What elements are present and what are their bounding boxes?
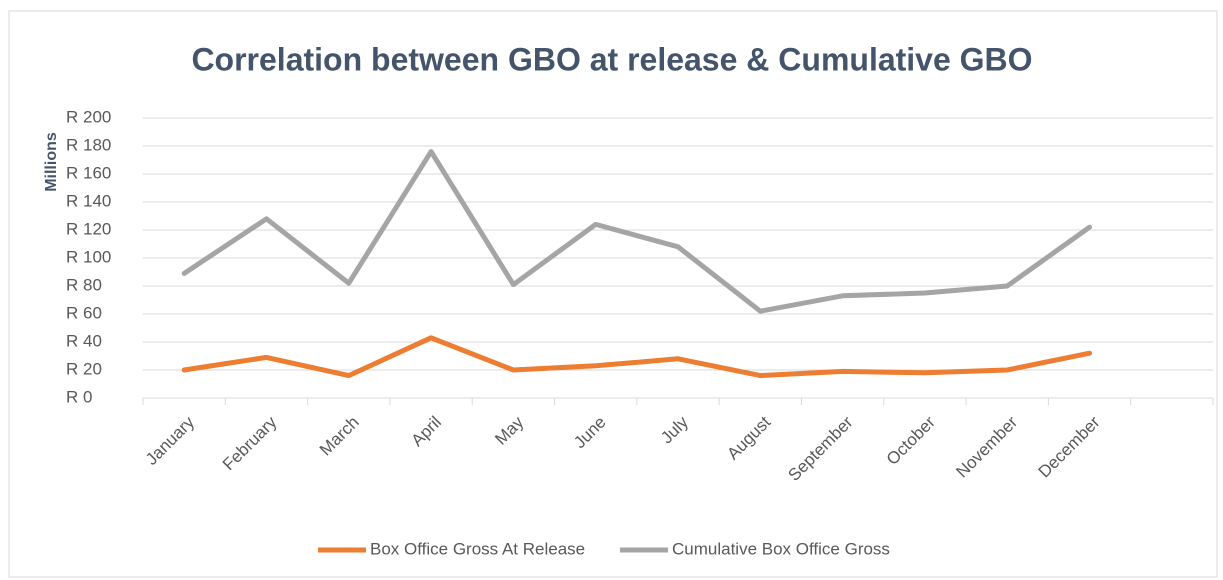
legend-label: Cumulative Box Office Gross bbox=[672, 539, 890, 558]
y-tick-label: R 80 bbox=[66, 275, 102, 294]
chart-title: Correlation between GBO at release & Cum… bbox=[191, 41, 1032, 77]
y-tick-label: R 120 bbox=[66, 219, 111, 238]
y-tick-label: R 160 bbox=[66, 163, 111, 182]
series-line bbox=[181, 335, 1093, 379]
y-tick-label: R 200 bbox=[66, 107, 111, 126]
y-tick-label: R 20 bbox=[66, 359, 102, 378]
series-line bbox=[181, 149, 1093, 314]
y-axis-label: Millions bbox=[43, 132, 60, 192]
y-tick-label: R 40 bbox=[66, 331, 102, 350]
y-tick-label: R 180 bbox=[66, 135, 111, 154]
y-tick-label: R 100 bbox=[66, 247, 111, 266]
y-tick-label: R 60 bbox=[66, 303, 102, 322]
y-tick-label: R 140 bbox=[66, 191, 111, 210]
chart-frame bbox=[8, 10, 1218, 578]
y-tick-label: R 0 bbox=[66, 387, 92, 406]
legend-label: Box Office Gross At Release bbox=[370, 539, 585, 558]
